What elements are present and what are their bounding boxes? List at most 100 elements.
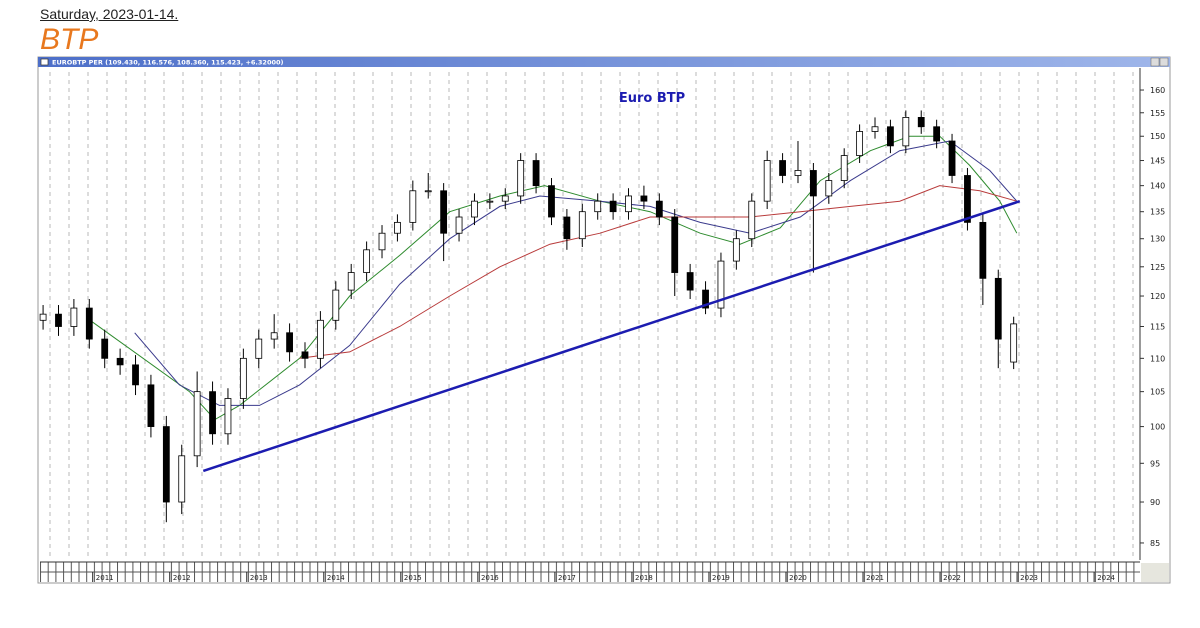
candle-body bbox=[702, 289, 709, 309]
window-title: EUROBTP PER (109.430, 116.576, 108.360, … bbox=[52, 59, 284, 67]
candle-body bbox=[378, 232, 386, 251]
candle-body bbox=[270, 332, 278, 340]
y-tick-label: 160 bbox=[1150, 86, 1165, 95]
trendline bbox=[202, 200, 1021, 473]
candle-body bbox=[39, 313, 47, 321]
y-tick-label: 100 bbox=[1150, 423, 1165, 432]
x-tick-label: 2013 bbox=[250, 574, 268, 582]
candle-body bbox=[732, 238, 740, 262]
candle-body bbox=[933, 126, 941, 142]
x-tick-label: 2015 bbox=[404, 574, 422, 582]
candle-body bbox=[471, 200, 478, 218]
x-tick-label: 2019 bbox=[712, 574, 730, 582]
date: Saturday, 2023-01-14. bbox=[40, 6, 179, 22]
candle-body bbox=[316, 319, 324, 359]
candle-body bbox=[840, 155, 848, 181]
candle-body bbox=[55, 313, 62, 327]
candle-body bbox=[394, 221, 401, 234]
y-tick-label: 115 bbox=[1150, 323, 1165, 332]
x-tick-label: 2011 bbox=[96, 574, 114, 582]
y-tick-label: 145 bbox=[1150, 157, 1165, 166]
candle-body bbox=[501, 195, 509, 202]
candle-body bbox=[132, 364, 139, 386]
candle-body bbox=[440, 190, 448, 234]
candle-body bbox=[578, 211, 586, 240]
candle-body bbox=[193, 391, 201, 457]
candle-body bbox=[979, 221, 987, 279]
candle-body bbox=[1010, 323, 1018, 363]
y-tick-label: 155 bbox=[1150, 109, 1165, 118]
candle-body bbox=[532, 160, 540, 187]
candle-body bbox=[162, 426, 170, 503]
candle-body bbox=[809, 170, 817, 197]
x-tick-label: 2022 bbox=[943, 574, 961, 582]
y-tick-label: 130 bbox=[1150, 235, 1165, 244]
x-tick-label: 2018 bbox=[635, 574, 653, 582]
candle-body bbox=[517, 160, 525, 197]
y-tick-label: 120 bbox=[1150, 292, 1165, 301]
moving-average bbox=[134, 140, 1018, 406]
candle-body bbox=[748, 200, 756, 240]
window-icon bbox=[40, 58, 49, 66]
candle-body bbox=[856, 131, 864, 157]
window-button[interactable] bbox=[1159, 57, 1169, 67]
y-tick-label: 85 bbox=[1150, 539, 1160, 548]
window-button[interactable] bbox=[1150, 57, 1160, 67]
y-tick-label: 95 bbox=[1150, 459, 1160, 468]
x-tick-label: 2012 bbox=[173, 574, 191, 582]
candle-body bbox=[594, 200, 602, 213]
candle-body bbox=[563, 216, 571, 240]
candle-body bbox=[763, 160, 771, 202]
candle-body bbox=[347, 272, 355, 291]
x-tick-label: 2021 bbox=[866, 574, 884, 582]
x-tick-label: 2023 bbox=[1020, 574, 1038, 582]
candle-body bbox=[717, 260, 725, 309]
y-tick-label: 110 bbox=[1150, 354, 1165, 363]
candle-body bbox=[255, 338, 263, 359]
x-tick-label: 2014 bbox=[327, 574, 345, 582]
candle-body bbox=[779, 160, 786, 176]
candle-body bbox=[994, 277, 1002, 340]
candle-body bbox=[486, 200, 494, 203]
candle-body bbox=[948, 140, 956, 176]
y-tick-label: 90 bbox=[1150, 498, 1160, 507]
candle-body bbox=[332, 289, 340, 321]
candle-body bbox=[147, 384, 155, 427]
candle-body bbox=[455, 216, 463, 234]
candle-body bbox=[548, 185, 555, 218]
y-tick-label: 125 bbox=[1150, 263, 1165, 272]
candle-body bbox=[85, 307, 93, 340]
candle-body bbox=[101, 338, 109, 359]
candle-body bbox=[871, 126, 879, 132]
candle-body bbox=[116, 357, 124, 366]
candle-body bbox=[964, 175, 971, 223]
ticker-title: BTP bbox=[40, 23, 99, 56]
y-tick-label: 135 bbox=[1150, 208, 1165, 217]
y-tick-label: 105 bbox=[1150, 388, 1165, 397]
candle-body bbox=[640, 195, 648, 202]
x-tick-label: 2020 bbox=[789, 574, 807, 582]
date-grid bbox=[40, 68, 1140, 560]
candle-body bbox=[825, 180, 833, 197]
candle-body bbox=[625, 195, 632, 213]
x-tick-label: 2024 bbox=[1097, 574, 1115, 582]
candle-body bbox=[70, 307, 78, 327]
moving-average bbox=[89, 135, 1018, 421]
window-titlebar bbox=[38, 57, 1170, 67]
x-tick-label: 2016 bbox=[481, 574, 499, 582]
candle-body bbox=[409, 190, 417, 223]
candle-body bbox=[224, 398, 232, 435]
candle-body bbox=[424, 190, 432, 193]
candle-body bbox=[301, 351, 309, 359]
y-tick-label: 140 bbox=[1150, 182, 1165, 191]
candle-body bbox=[917, 117, 925, 128]
candle-body bbox=[902, 117, 910, 147]
candle-body bbox=[794, 170, 802, 176]
candle-body bbox=[655, 200, 663, 218]
candle-body bbox=[178, 455, 186, 503]
candle-body bbox=[609, 200, 617, 213]
candle-body bbox=[363, 249, 371, 273]
y-tick-label: 150 bbox=[1150, 132, 1165, 141]
